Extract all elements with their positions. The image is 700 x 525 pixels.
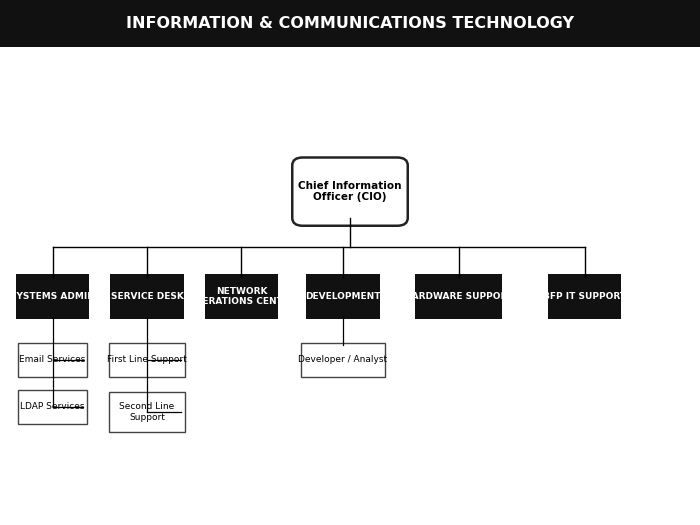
- FancyBboxPatch shape: [307, 274, 379, 319]
- Text: BFP IT SUPPORT: BFP IT SUPPORT: [543, 292, 626, 301]
- Text: Developer / Analyst: Developer / Analyst: [298, 355, 388, 364]
- Text: HARDWARE SUPPORT: HARDWARE SUPPORT: [404, 292, 513, 301]
- Text: INFORMATION & COMMUNICATIONS TECHNOLOGY: INFORMATION & COMMUNICATIONS TECHNOLOGY: [126, 16, 574, 31]
- FancyBboxPatch shape: [204, 274, 279, 319]
- FancyBboxPatch shape: [414, 274, 503, 319]
- FancyBboxPatch shape: [15, 274, 90, 319]
- Text: Chief Information
Officer (CIO): Chief Information Officer (CIO): [298, 181, 402, 203]
- Text: NETWORK
OPERATIONS CENTRE: NETWORK OPERATIONS CENTRE: [188, 287, 295, 306]
- Bar: [0, 0, 700, 47]
- FancyBboxPatch shape: [18, 343, 87, 377]
- Text: LDAP Services: LDAP Services: [20, 402, 85, 412]
- Text: SERVICE DESK: SERVICE DESK: [111, 292, 183, 301]
- FancyBboxPatch shape: [293, 158, 407, 226]
- Text: SYSTEMS ADMIN: SYSTEMS ADMIN: [10, 292, 95, 301]
- Text: Second Line
Support: Second Line Support: [120, 403, 174, 422]
- FancyBboxPatch shape: [547, 274, 622, 319]
- Text: First Line Support: First Line Support: [107, 355, 187, 364]
- FancyBboxPatch shape: [109, 343, 185, 377]
- FancyBboxPatch shape: [18, 390, 87, 424]
- Text: DEVELOPMENT: DEVELOPMENT: [305, 292, 381, 301]
- FancyBboxPatch shape: [110, 274, 183, 319]
- FancyBboxPatch shape: [301, 343, 385, 377]
- FancyBboxPatch shape: [109, 393, 185, 432]
- Text: Email Services: Email Services: [20, 355, 85, 364]
